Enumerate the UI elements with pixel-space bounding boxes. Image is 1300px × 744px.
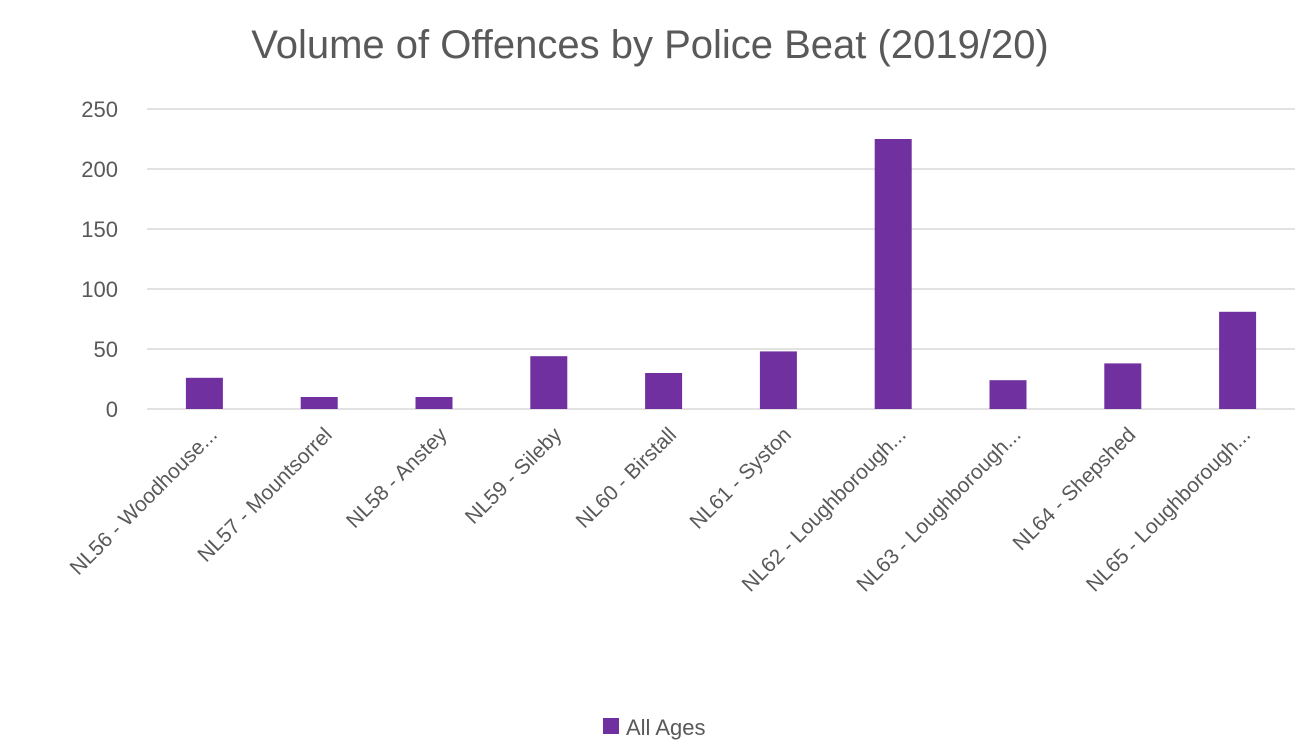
legend-swatch: [603, 718, 619, 734]
bar-7: [874, 139, 912, 409]
gridlines: [147, 108, 1295, 410]
y-tick-label: 250: [81, 97, 118, 122]
bar-4: [530, 356, 568, 409]
chart-title: Volume of Offences by Police Beat (2019/…: [251, 23, 1049, 67]
x-tick-label: NL59 - Sileby: [461, 423, 567, 529]
x-tick-label: NL61 - Syston: [686, 423, 796, 533]
bars: [185, 139, 1257, 409]
bar-6: [759, 351, 797, 409]
y-tick-label: 200: [81, 157, 118, 182]
y-axis-ticks: 0 50 100 150 200 250: [81, 97, 118, 422]
bar-9: [1104, 363, 1142, 409]
x-tick-label: NL64 - Shepshed: [1008, 423, 1140, 555]
y-tick-label: 100: [81, 277, 118, 302]
bar-2: [300, 397, 338, 409]
x-tick-label: NL60 - Birstall: [572, 423, 682, 533]
legend: All Ages: [603, 715, 706, 740]
legend-label-all-ages: All Ages: [626, 715, 706, 740]
bar-3: [415, 397, 453, 409]
y-tick-label: 50: [94, 337, 118, 362]
y-tick-label: 150: [81, 217, 118, 242]
x-axis-ticks: NL56 - Woodhouse...NL57 - Mountsorrel NL5…: [66, 423, 1256, 596]
y-tick-label: 0: [106, 397, 118, 422]
bar-1: [185, 377, 223, 409]
bar-8: [989, 380, 1027, 409]
bar-5: [645, 373, 683, 409]
x-tick-label: NL58 - Anstey: [342, 423, 452, 533]
bar-10: [1219, 311, 1257, 409]
